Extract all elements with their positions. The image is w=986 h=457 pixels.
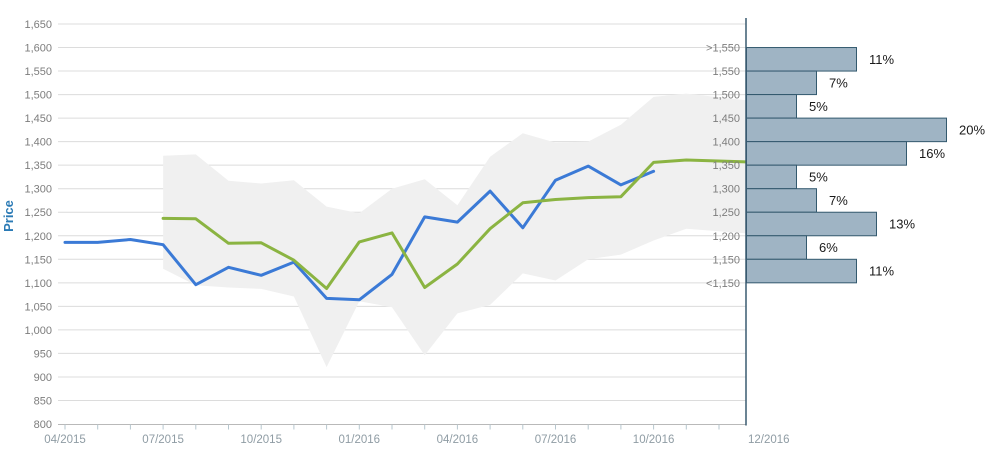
histogram-bin-label: 1,550 <box>712 66 740 78</box>
histogram-bin-label: <1,150 <box>706 278 740 290</box>
y-axis-tick-label: 1,100 <box>24 278 52 290</box>
y-axis-tick-label: 1,300 <box>24 184 52 196</box>
forecast-price-line <box>161 158 748 290</box>
y-axis-tick-label: 1,050 <box>24 301 52 313</box>
histogram-bin-label: 1,400 <box>712 137 740 149</box>
y-axis-tick-label: 1,000 <box>24 325 52 337</box>
probability-bar <box>746 70 817 96</box>
histogram-bin-label: 1,250 <box>712 207 740 219</box>
y-axis-tick-label: 1,650 <box>24 19 52 31</box>
x-axis-tick-label: 07/2016 <box>535 434 577 446</box>
forecast-range-band <box>163 93 747 368</box>
probability-bar <box>746 94 797 119</box>
y-axis-tick-label: 1,400 <box>24 137 52 149</box>
x-axis-tick-label: 10/2016 <box>633 434 675 446</box>
y-axis-tick-label: 800 <box>34 419 52 431</box>
y-axis-tick-label: 1,450 <box>24 113 52 125</box>
x-axis-end-label: 12/2016 <box>748 434 790 446</box>
probability-value-label: 5% <box>809 169 828 184</box>
y-axis-tick-label: 850 <box>34 395 52 407</box>
probability-value-label: 11% <box>869 264 894 279</box>
y-axis-title: Price <box>1 200 16 232</box>
y-axis-tick-label: 900 <box>34 372 52 384</box>
histogram-bin-label: >1,550 <box>706 43 740 55</box>
probability-bar <box>746 235 807 260</box>
y-axis-tick-label: 1,350 <box>24 160 52 172</box>
probability-value-label: 13% <box>889 217 915 232</box>
x-axis-tick-label: 10/2015 <box>240 434 282 446</box>
probability-value-label: 5% <box>809 99 828 114</box>
y-axis-tick-label: 1,550 <box>24 66 52 78</box>
y-axis-tick-label: 1,250 <box>24 207 52 219</box>
probability-bar <box>746 141 907 166</box>
probability-value-label: 6% <box>819 240 838 255</box>
probability-value-label: 7% <box>829 75 848 90</box>
histogram-bin-label: 1,300 <box>712 184 740 196</box>
y-axis-tick-label: 1,500 <box>24 90 52 102</box>
x-axis-tick-label: 07/2015 <box>142 434 184 446</box>
probability-bar <box>746 188 817 213</box>
histogram-bin-label: 1,500 <box>712 90 740 102</box>
y-axis-tick-label: 1,200 <box>24 231 52 243</box>
probability-bar <box>746 164 797 190</box>
x-axis-tick-label: 04/2015 <box>44 434 86 446</box>
y-axis-tick-label: 1,600 <box>24 43 52 55</box>
x-axis-tick-label: 04/2016 <box>437 434 479 446</box>
histogram-bin-label: 1,350 <box>712 160 740 172</box>
probability-value-label: 11% <box>869 52 894 67</box>
y-axis-tick-label: 950 <box>34 348 52 360</box>
probability-bar <box>746 258 857 284</box>
probability-value-label: 7% <box>829 193 848 208</box>
x-axis-tick-label: 01/2016 <box>339 434 381 446</box>
probability-value-label: 20% <box>959 122 985 137</box>
probability-bar <box>746 117 947 143</box>
probability-value-label: 16% <box>919 146 945 161</box>
y-axis-tick-label: 1,150 <box>24 254 52 266</box>
histogram-bin-label: 1,200 <box>712 231 740 243</box>
probability-bar <box>746 47 857 72</box>
histogram-bin-label: 1,150 <box>712 254 740 266</box>
actual-price-line <box>63 164 656 302</box>
probability-bar <box>746 211 877 237</box>
histogram-bin-label: 1,450 <box>712 113 740 125</box>
